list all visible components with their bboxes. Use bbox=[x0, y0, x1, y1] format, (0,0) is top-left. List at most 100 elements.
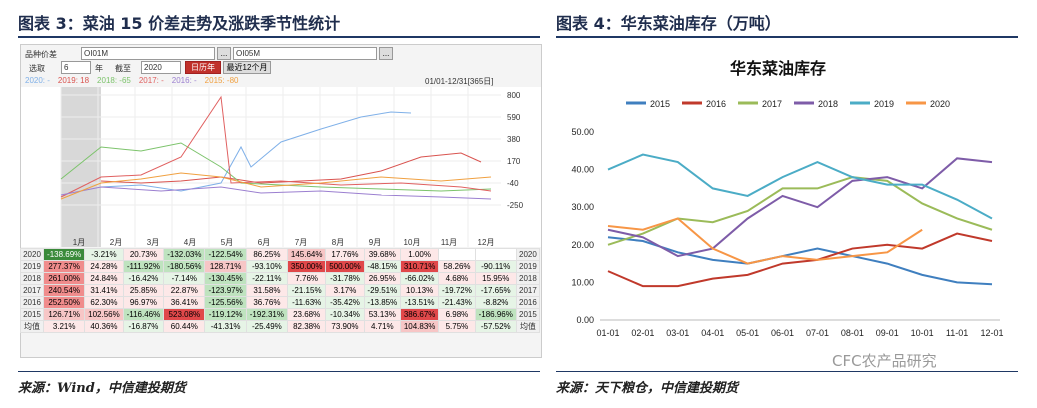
table-cell: 240.54% bbox=[43, 284, 86, 297]
table-row: 2017 240.54% 31.41% 25.85% 22.87% -123.97% 31.… bbox=[19, 284, 541, 297]
table-cell: 86.25% bbox=[245, 248, 289, 261]
table-cell: 17.76% bbox=[325, 248, 365, 261]
table-cell: -19.72% bbox=[438, 284, 476, 297]
y-tick-label: 800 bbox=[507, 91, 521, 100]
row-year-label-right: 2019 bbox=[515, 260, 541, 273]
table-cell: -3.21% bbox=[84, 248, 124, 261]
years-input[interactable]: 6 bbox=[61, 61, 91, 74]
table-cell: -93.10% bbox=[245, 260, 289, 273]
y-tick-label: -250 bbox=[507, 201, 524, 210]
table-cell: -16.87% bbox=[122, 320, 165, 333]
year-unit-label: 年 bbox=[95, 64, 103, 73]
table-cell: -111.92% bbox=[122, 260, 165, 273]
table-cell: 31.41% bbox=[84, 284, 124, 297]
table-cell bbox=[474, 248, 517, 261]
table-cell: 26.95% bbox=[363, 272, 401, 285]
table-cell: -180.56% bbox=[163, 260, 206, 273]
legend-entry: 2018: -65 bbox=[97, 76, 131, 85]
table-cell: 500.00% bbox=[325, 260, 365, 273]
table-cell: 24.84% bbox=[84, 272, 124, 285]
table-cell: -119.12% bbox=[204, 308, 247, 321]
table-cell: -10.34% bbox=[325, 308, 365, 321]
y-tick-label: 50.00 bbox=[571, 127, 594, 137]
series-line-2018 bbox=[607, 157, 993, 258]
table-cell: -13.85% bbox=[363, 296, 401, 309]
table-cell: -66.02% bbox=[399, 272, 440, 285]
y-tick-label: 30.00 bbox=[571, 202, 594, 212]
table-cell: 60.44% bbox=[163, 320, 206, 333]
y-tick-label: -40 bbox=[507, 179, 519, 188]
legend-entry: 2019: 18 bbox=[57, 76, 90, 85]
table-row: 2018 261.00% 24.84% -16.42% -7.14% -130.45% -2… bbox=[19, 272, 541, 285]
table-cell: 31.58% bbox=[245, 284, 289, 297]
table-cell: 6.98% bbox=[438, 308, 476, 321]
spread-legend: 2020: - 2019: 18 2018: -65 2017: - 2016: - 20… bbox=[25, 76, 246, 85]
row-year-label: 2016 bbox=[19, 296, 45, 309]
row-year-label-right: 2015 bbox=[515, 308, 541, 321]
row-year-label-right: 2020 bbox=[515, 248, 541, 261]
series-line-2017 bbox=[607, 176, 993, 246]
contract-b-select[interactable]: OI05M bbox=[233, 47, 377, 60]
spread-line-2017 bbox=[60, 95, 492, 198]
chart-title: 华东菜油库存 bbox=[730, 59, 826, 78]
end-year-input[interactable]: 2020 bbox=[141, 61, 181, 74]
spread-line-2016 bbox=[60, 186, 492, 200]
table-cell: 73.90% bbox=[325, 320, 365, 333]
table-cell: -8.82% bbox=[474, 296, 517, 309]
legend-label-2019: 2019 bbox=[874, 99, 894, 109]
select-label: 选取 bbox=[29, 64, 45, 73]
table-row: 2016 252.50% 62.30% 96.97% 36.41% -125.56% 36.… bbox=[19, 296, 541, 309]
recent-12m-button[interactable]: 最近12个月 bbox=[223, 61, 271, 74]
x-tick-label: 11-01 bbox=[946, 328, 968, 338]
row-year-label: 均值 bbox=[19, 320, 45, 333]
table-cell: 3.17% bbox=[325, 284, 365, 297]
end-label: 截至 bbox=[115, 64, 131, 73]
legend-entry: 2020: - bbox=[25, 76, 50, 85]
plot-background bbox=[21, 87, 541, 247]
legend-entry: 2016: - bbox=[171, 76, 197, 85]
table-cell: 4.68% bbox=[438, 272, 476, 285]
x-tick-label: 02-01 bbox=[631, 328, 654, 338]
table-cell: -7.14% bbox=[163, 272, 206, 285]
contract-a-more-button[interactable]: ... bbox=[217, 47, 231, 60]
table-cell: -192.31% bbox=[245, 308, 289, 321]
row-year-label: 2020 bbox=[19, 248, 45, 261]
table-cell: 82.38% bbox=[287, 320, 327, 333]
row-year-label: 2017 bbox=[19, 284, 45, 297]
table-cell: -123.97% bbox=[204, 284, 247, 297]
table-cell: 20.73% bbox=[122, 248, 165, 261]
table-cell: 1.00% bbox=[399, 248, 440, 261]
y-tick-label: 20.00 bbox=[571, 240, 594, 250]
table-cell: 24.28% bbox=[84, 260, 124, 273]
date-range-text: 01/01-12/31[365日] bbox=[425, 77, 494, 86]
left-source: 来源：Wind，中信建投期货 bbox=[18, 381, 186, 396]
y-tick-label: 380 bbox=[507, 135, 521, 144]
y-tick-label: 40.00 bbox=[571, 165, 594, 175]
table-cell: 523.08% bbox=[163, 308, 206, 321]
y-tick-label: 0.00 bbox=[576, 315, 594, 325]
left-figure-title: 图表 3：菜油 15 价差走势及涨跌季节性统计 bbox=[18, 14, 341, 33]
table-cell: 62.30% bbox=[84, 296, 124, 309]
series-line-2019 bbox=[607, 153, 993, 220]
table-cell: 386.67% bbox=[399, 308, 440, 321]
contract-b-more-button[interactable]: ... bbox=[379, 47, 393, 60]
x-tick-label: 12-01 bbox=[980, 328, 1003, 338]
month-label: 1月 bbox=[73, 238, 85, 247]
legend-label-2015: 2015 bbox=[650, 99, 670, 109]
table-cell: -122.54% bbox=[204, 248, 247, 261]
left-title-rule bbox=[18, 36, 540, 38]
table-cell: -35.42% bbox=[325, 296, 365, 309]
variety-label: 品种价差 bbox=[25, 50, 57, 59]
calendar-year-button[interactable]: 日历年 bbox=[185, 61, 221, 74]
legend-label-2020: 2020 bbox=[930, 99, 950, 109]
contract-a-select[interactable]: OI01M bbox=[81, 47, 215, 60]
table-cell: -90.11% bbox=[474, 260, 517, 273]
month-label: 11月 bbox=[441, 238, 457, 247]
table-cell: 310.71% bbox=[399, 260, 440, 273]
table-cell: 7.76% bbox=[287, 272, 327, 285]
x-tick-label: 09-01 bbox=[876, 328, 899, 338]
row-year-label-right: 2017 bbox=[515, 284, 541, 297]
watermark: CFC农产品研究 bbox=[832, 352, 937, 370]
legend-entry: 2015: -80 bbox=[204, 76, 239, 85]
table-cell: 36.41% bbox=[163, 296, 206, 309]
